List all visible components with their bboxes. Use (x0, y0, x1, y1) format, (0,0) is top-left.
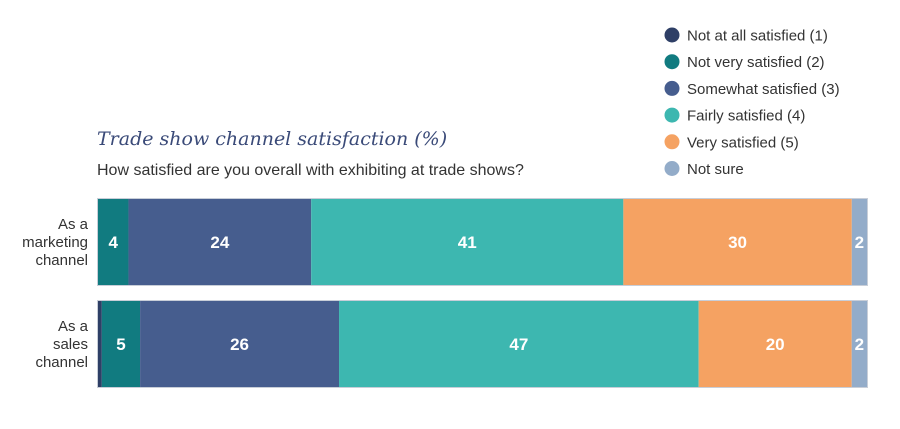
bar-segment (339, 301, 699, 387)
legend-label: Not sure (687, 161, 744, 178)
legend: Not at all satisfied (1) Not very satisfi… (664, 27, 840, 178)
legend-swatch (664, 161, 680, 176)
category-label: sales (53, 336, 88, 353)
chart-title: Trade show channel satisfaction (%) (97, 128, 447, 150)
bar-segment (311, 199, 624, 285)
bar-outline (97, 300, 868, 388)
bar-segment (623, 199, 852, 285)
bars: 4 24 41 30 2 5 26 47 20 2 (97, 198, 868, 388)
legend-label: Fairly satisfied (4) (687, 108, 805, 125)
legend-label: Not very satisfied (2) (687, 54, 825, 71)
bar-segment (98, 301, 102, 387)
bar-segment (98, 199, 129, 285)
bar-value-label: 4 (108, 233, 118, 252)
bar-outline (97, 198, 868, 286)
bar-value-label: 24 (210, 233, 229, 252)
bar-segment (698, 301, 852, 387)
category-label: channel (35, 354, 88, 371)
legend-swatch (664, 54, 680, 70)
bar-segment (101, 301, 141, 387)
chart-subtitle: How satisfied are you overall with exhib… (97, 162, 524, 179)
legend-swatch (664, 107, 680, 123)
legend-label: Somewhat satisfied (3) (687, 81, 840, 98)
bar-value-label: 2 (855, 233, 864, 252)
legend-swatch (664, 27, 680, 43)
legend-swatch (664, 134, 680, 150)
legend-label: Not at all satisfied (1) (687, 28, 828, 45)
category-label: marketing (22, 234, 88, 251)
bar-value-label: 30 (728, 233, 747, 252)
legend-label: Very satisfied (5) (687, 134, 799, 151)
bar-value-label: 20 (766, 335, 785, 354)
category-label: As a (58, 216, 89, 233)
bar-value-label: 5 (116, 335, 125, 354)
bar-value-label: 26 (230, 335, 249, 354)
category-label: As a (58, 318, 89, 335)
bar-value-label: 47 (509, 335, 528, 354)
bar-segment (128, 199, 312, 285)
bar-segment (851, 301, 867, 387)
bar-segment (851, 199, 867, 285)
bar-value-label: 2 (855, 335, 864, 354)
bar-segment (140, 301, 340, 387)
bar-value-label: 41 (458, 233, 477, 252)
legend-swatch (664, 80, 680, 96)
category-label: channel (35, 252, 88, 269)
